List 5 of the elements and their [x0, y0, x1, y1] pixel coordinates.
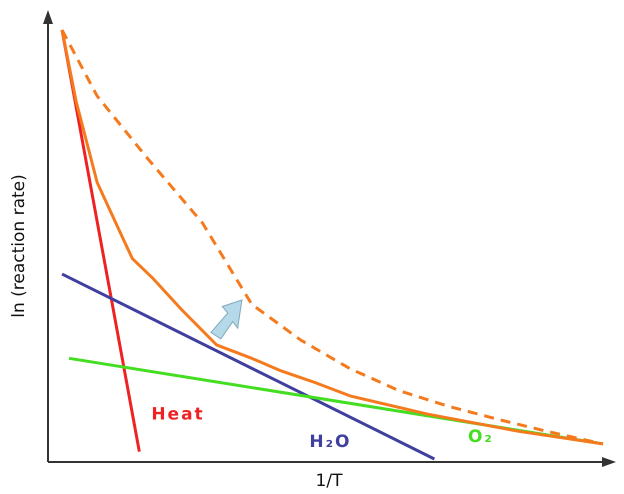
series-label: Heat	[151, 404, 205, 425]
series-label: H₂O	[309, 432, 352, 452]
x-axis-title: 1/T	[316, 471, 344, 491]
y-axis-title: ln (reaction rate)	[9, 174, 30, 318]
series-label: O₂	[468, 426, 494, 447]
